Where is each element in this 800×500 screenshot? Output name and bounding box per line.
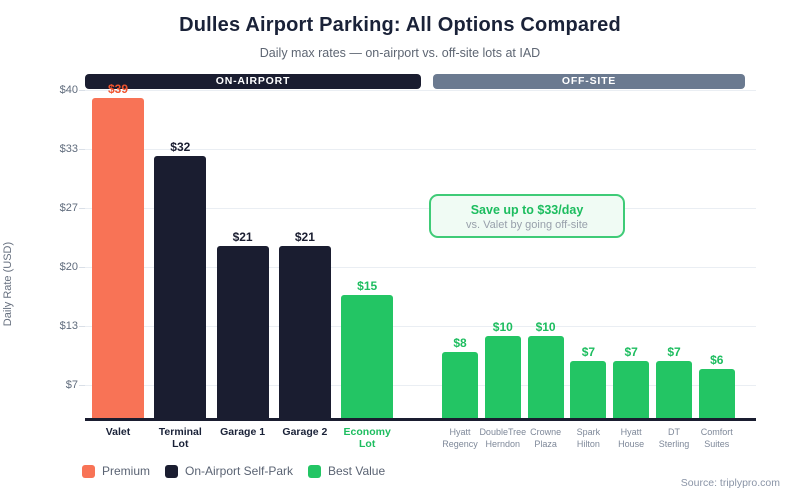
y-tick-label: $20 [59, 261, 78, 273]
x-tick-label: Valet [105, 426, 131, 438]
y-tick-mark [79, 385, 85, 386]
bar-value-label: $10 [492, 320, 513, 334]
x-tick-label: DoubleTree Herndon [479, 427, 527, 449]
x-tick-label: Spark Hilton [576, 427, 601, 449]
legend-item-best-value: Best Value [308, 464, 385, 478]
bar [656, 361, 692, 418]
annotation-headline: Save up to $33/day [470, 203, 584, 217]
bar-value-label: $8 [453, 336, 467, 350]
x-axis-line [85, 418, 756, 421]
x-tick-label: Garage 2 [282, 426, 328, 438]
y-tick-mark [79, 326, 85, 327]
annotation-detail: vs. Valet by going off-site [466, 219, 588, 231]
bar-value-label: $15 [357, 279, 378, 293]
x-tick-label: Hyatt House [618, 427, 645, 449]
x-tick-label: Comfort Suites [700, 427, 733, 449]
legend-label: On-Airport Self-Park [185, 464, 294, 478]
x-tick-label: Terminal Lot [158, 426, 202, 450]
gridline [85, 149, 756, 150]
y-axis-label: Daily Rate (USD) [2, 241, 14, 327]
bar-value-label: $39 [107, 82, 129, 96]
bar-value-label: $7 [624, 345, 638, 359]
bar [341, 295, 394, 418]
bar [527, 336, 564, 418]
premium-swatch-icon [82, 464, 95, 478]
savings-annotation: Save up to $33/day vs. Valet by going of… [429, 194, 625, 238]
x-tick-label: DT Sterling [658, 427, 690, 449]
legend-label: Best Value [328, 464, 386, 478]
bar [613, 361, 650, 418]
bar [154, 156, 207, 418]
x-tick-label: Hyatt Regency [442, 427, 478, 449]
bar [570, 361, 607, 418]
x-tick-label: Economy Lot [343, 426, 391, 450]
y-tick-mark [79, 208, 85, 209]
bar-value-label: $32 [170, 140, 191, 154]
bar-value-label: $21 [232, 230, 253, 244]
bar [698, 369, 735, 418]
y-tick-mark [79, 149, 85, 150]
y-tick-label: $40 [59, 84, 78, 96]
source-attribution: Source: triplypro.com [680, 477, 780, 489]
chart-title: Dulles Airport Parking: All Options Comp… [179, 14, 621, 36]
y-tick-label: $7 [65, 379, 78, 391]
gridline [85, 90, 756, 91]
legend-item-premium: Premium [82, 464, 150, 478]
y-tick-label: $33 [59, 143, 78, 155]
y-tick-label: $27 [59, 202, 78, 214]
x-tick-label: Garage 1 [220, 426, 266, 438]
x-tick-label: Crowne Plaza [530, 427, 562, 449]
legend-item-self-park: On-Airport Self-Park [165, 464, 293, 478]
group-band-on-airport: ON-AIRPORT [85, 74, 421, 89]
bar-value-label: $10 [535, 320, 556, 334]
gridline [85, 326, 756, 327]
y-tick-label: $13 [59, 320, 78, 332]
bar [484, 336, 521, 418]
y-tick-mark [79, 90, 85, 91]
gridline [85, 208, 756, 209]
bar [278, 246, 331, 418]
bar [92, 98, 144, 418]
y-tick-mark [79, 267, 85, 268]
bar [442, 352, 478, 418]
bar-value-label: $6 [710, 353, 724, 367]
chart-subtitle: Daily max rates — on-airport vs. off-sit… [259, 46, 541, 60]
bar-value-label: $7 [581, 345, 596, 359]
group-band-off-site: OFF-SITE [433, 74, 745, 89]
gridline [85, 385, 756, 386]
bar-value-label: $7 [667, 345, 681, 359]
bar-value-label: $21 [294, 230, 315, 244]
self-park-swatch-icon [165, 464, 178, 478]
gridline [85, 267, 756, 268]
best-value-swatch-icon [308, 464, 321, 478]
bar [216, 246, 269, 418]
legend-label: Premium [102, 464, 151, 478]
